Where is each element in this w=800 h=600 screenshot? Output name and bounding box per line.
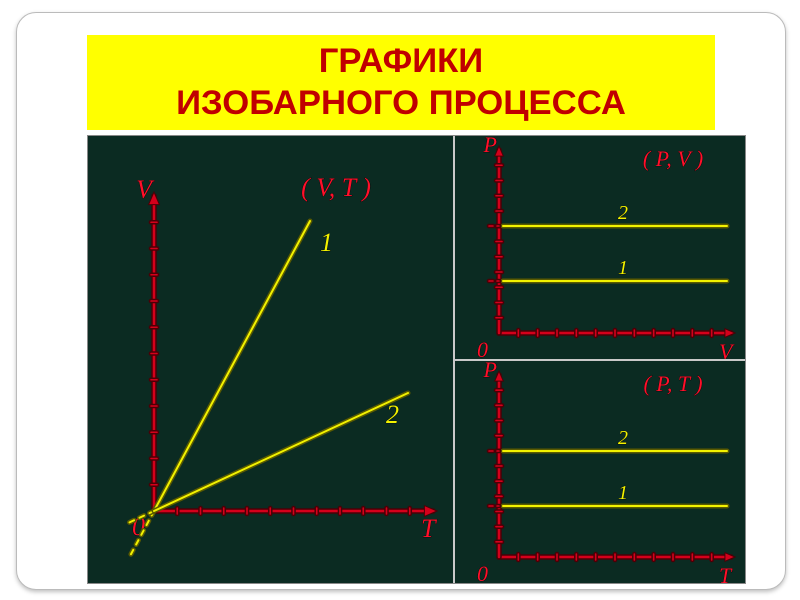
title-line-2: ИЗОБАРНОГО ПРОЦЕССА [176,83,626,125]
svg-text:1: 1 [618,257,628,279]
svg-text:P: P [483,361,497,382]
slide-card: ГРАФИКИ ИЗОБАРНОГО ПРОЦЕССА 0 T V ( V, T ) 1… [16,12,786,590]
panel-pv: 0 V P ( P, V ) 1 2 [455,136,745,359]
divider-horizontal [455,359,745,361]
svg-text:T: T [719,563,733,583]
svg-text:( P, V ): ( P, V ) [643,146,703,171]
svg-text:P: P [483,136,497,157]
svg-text:0: 0 [477,337,488,359]
svg-text:2: 2 [618,427,628,449]
chart-panels: 0 T V ( V, T ) 1 2 0 V P ( P, V ) 1 2 0 T P ( P, T ) 1… [87,135,746,584]
svg-text:( P, T ): ( P, T ) [643,371,702,396]
slide-title: ГРАФИКИ ИЗОБАРНОГО ПРОЦЕССА [87,35,715,130]
panel-pt: 0 T P ( P, T ) 1 2 [455,361,745,583]
svg-text:1: 1 [618,482,628,504]
svg-text:1: 1 [320,228,333,257]
svg-text:2: 2 [618,202,628,224]
svg-text:T: T [421,514,437,543]
svg-text:0: 0 [477,561,488,583]
svg-text:2: 2 [386,400,399,429]
svg-text:( V, T ): ( V, T ) [301,173,371,202]
svg-text:V: V [719,339,735,359]
panel-vt: 0TV( V, T )12 [88,136,453,583]
title-line-1: ГРАФИКИ [319,41,483,83]
